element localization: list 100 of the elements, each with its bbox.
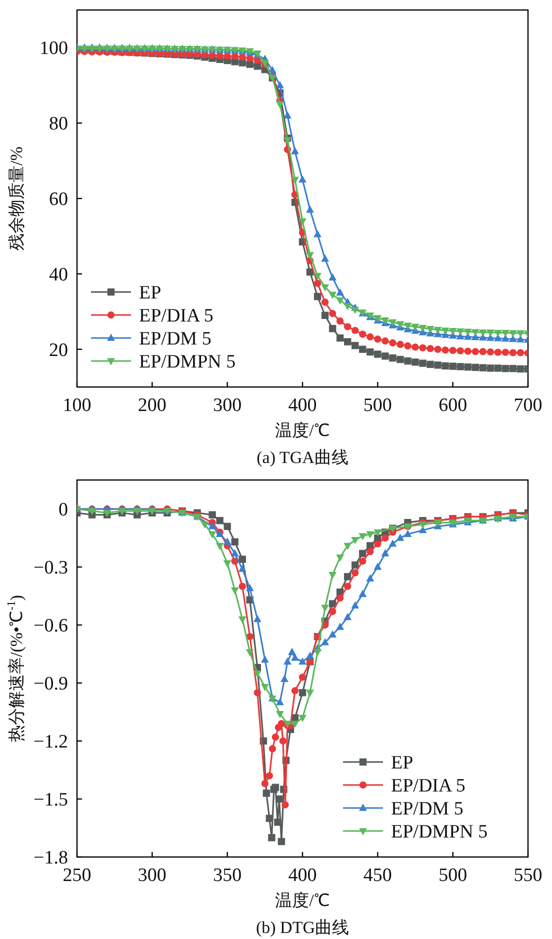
y-tick-label: 80 bbox=[49, 114, 68, 135]
point bbox=[298, 714, 306, 722]
point bbox=[288, 647, 296, 654]
point bbox=[88, 508, 96, 515]
point bbox=[328, 600, 336, 607]
point bbox=[351, 536, 360, 544]
point bbox=[208, 510, 216, 518]
point bbox=[328, 324, 336, 332]
x-tick-label: 450 bbox=[363, 864, 392, 886]
point bbox=[374, 540, 382, 547]
point bbox=[419, 360, 426, 367]
point bbox=[502, 364, 510, 372]
point bbox=[238, 582, 246, 590]
y-tick-label: −0.3 bbox=[34, 557, 68, 578]
y-tick-label: −1.5 bbox=[34, 789, 68, 810]
point bbox=[314, 648, 322, 656]
point bbox=[479, 364, 486, 372]
point bbox=[472, 364, 479, 371]
point bbox=[298, 656, 306, 664]
point bbox=[328, 571, 337, 579]
point bbox=[352, 568, 359, 576]
point bbox=[351, 600, 360, 608]
x-tick-label: 550 bbox=[514, 864, 542, 886]
point bbox=[321, 638, 330, 645]
point bbox=[231, 538, 238, 545]
point bbox=[359, 549, 366, 557]
point bbox=[374, 528, 382, 536]
point bbox=[230, 548, 239, 556]
point bbox=[306, 689, 314, 696]
x-tick-label: 100 bbox=[62, 395, 92, 416]
point bbox=[246, 60, 254, 68]
point bbox=[321, 604, 330, 612]
point bbox=[279, 736, 287, 744]
point bbox=[253, 614, 262, 622]
point bbox=[366, 547, 374, 555]
point bbox=[358, 532, 367, 540]
point bbox=[328, 607, 336, 615]
point bbox=[344, 582, 352, 590]
point bbox=[246, 583, 254, 591]
point bbox=[418, 521, 427, 528]
point bbox=[223, 537, 232, 544]
point bbox=[486, 364, 494, 372]
point bbox=[336, 554, 344, 562]
point bbox=[328, 630, 337, 638]
point bbox=[321, 312, 329, 319]
point bbox=[336, 594, 344, 602]
legend-label: EP bbox=[139, 282, 162, 304]
point bbox=[260, 654, 269, 662]
point bbox=[266, 814, 274, 822]
legend-label: EP bbox=[391, 752, 414, 773]
point bbox=[374, 350, 382, 358]
point bbox=[449, 362, 456, 370]
point bbox=[396, 533, 404, 540]
point bbox=[274, 818, 282, 826]
legend-label: EP/DMPN 5 bbox=[139, 352, 236, 372]
point bbox=[412, 358, 419, 366]
point bbox=[278, 720, 286, 727]
point bbox=[344, 542, 352, 550]
point bbox=[389, 354, 396, 362]
point bbox=[282, 800, 289, 808]
x-tick-label: 500 bbox=[438, 864, 468, 886]
point bbox=[388, 538, 397, 546]
x-tick-label: 300 bbox=[138, 864, 166, 886]
point bbox=[396, 356, 404, 364]
point bbox=[260, 683, 269, 691]
x-tick-label: 350 bbox=[213, 864, 242, 886]
point bbox=[426, 360, 434, 368]
x-axis-title: 温度/℃ bbox=[275, 421, 330, 440]
y-tick-label: 60 bbox=[49, 189, 68, 210]
point bbox=[208, 530, 216, 538]
point bbox=[216, 542, 224, 550]
y-tick-label: 100 bbox=[40, 38, 68, 60]
x-axis-title: 温度/℃ bbox=[275, 890, 330, 910]
point bbox=[336, 334, 344, 342]
legend-label: EP/DM 5 bbox=[391, 798, 464, 819]
point bbox=[509, 364, 517, 372]
point bbox=[494, 364, 502, 372]
y-tick-label: 20 bbox=[49, 340, 68, 361]
point bbox=[280, 674, 288, 682]
legend-label: EP/DMPN 5 bbox=[391, 821, 488, 842]
point bbox=[230, 586, 239, 594]
y-tick-label: −1.2 bbox=[34, 731, 68, 752]
point bbox=[208, 522, 216, 529]
point bbox=[223, 560, 232, 567]
point bbox=[344, 612, 352, 620]
point bbox=[246, 632, 254, 640]
point bbox=[238, 564, 246, 572]
point bbox=[272, 733, 280, 740]
text: (a) TGA曲线 bbox=[256, 448, 348, 467]
point bbox=[336, 622, 344, 630]
point bbox=[464, 363, 472, 371]
point bbox=[238, 555, 246, 562]
point bbox=[254, 688, 261, 696]
text: (b) DTG曲线 bbox=[256, 918, 350, 936]
y-tick-label: −0.6 bbox=[34, 615, 68, 636]
point bbox=[268, 834, 276, 841]
point bbox=[268, 744, 276, 752]
point bbox=[374, 562, 382, 570]
point bbox=[133, 508, 142, 515]
point bbox=[306, 651, 314, 658]
